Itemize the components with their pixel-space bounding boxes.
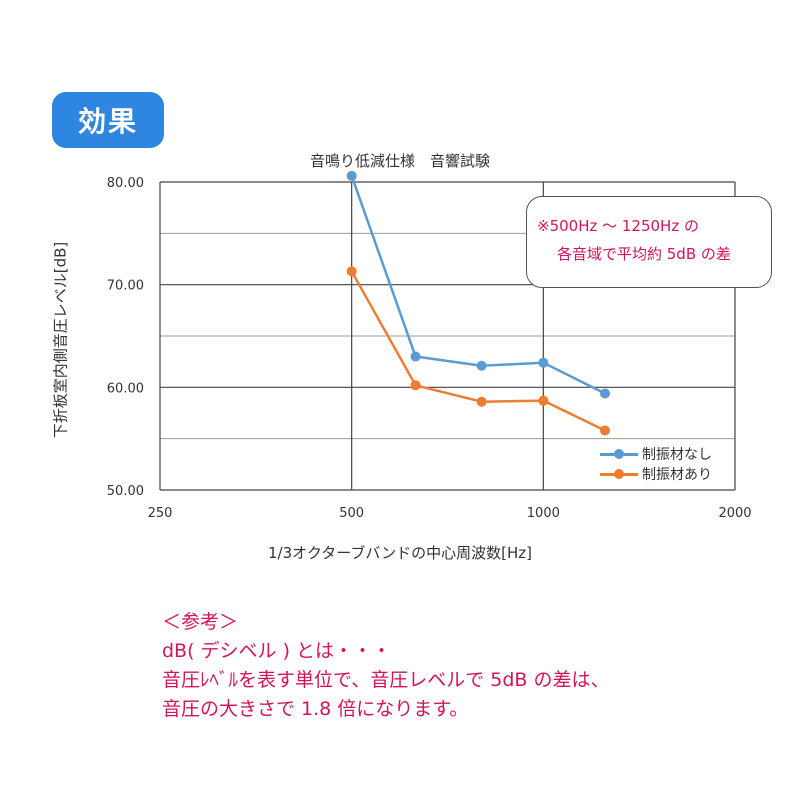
series-1-point xyxy=(476,396,487,407)
reference-note: ＜参考＞ dB( デシベル ) とは・・・ 音圧ﾚﾍﾞﾙを表す単位で、音圧レベル… xyxy=(162,608,610,724)
y-tick-label: 50.00 xyxy=(107,484,144,499)
x-tick-label: 500 xyxy=(339,506,364,521)
note-line-2: 音圧ﾚﾍﾞﾙを表す単位で、音圧レベルで 5dB の差は、 xyxy=(162,669,610,691)
effect-badge: 効果 xyxy=(52,92,164,148)
series-0-point xyxy=(538,357,549,368)
legend-swatch-no-damper xyxy=(600,444,638,464)
series-0-point xyxy=(410,351,421,362)
legend-label-no-damper: 制振材なし xyxy=(642,447,712,463)
series-1-point xyxy=(538,395,549,406)
legend-label-with-damper: 制振材あり xyxy=(642,467,712,483)
series-1-point xyxy=(346,266,357,277)
legend-item-no-damper: 制振材なし xyxy=(600,444,712,464)
series-line-1 xyxy=(350,270,606,432)
series-1-point xyxy=(410,380,421,391)
legend-item-with-damper: 制振材あり xyxy=(600,464,712,484)
legend: 制振材なし 制振材あり xyxy=(600,444,712,484)
series-0-point xyxy=(346,170,357,181)
note-heading: ＜参考＞ xyxy=(162,611,239,633)
y-tick-label: 80.00 xyxy=(107,176,144,191)
chart-title: 音鳴り低減仕様 音響試験 xyxy=(309,152,490,170)
series-0-point xyxy=(476,360,487,371)
note-line-3: 音圧の大きさで 1.8 倍になります。 xyxy=(162,698,469,720)
note-line-1: dB( デシベル ) とは・・・ xyxy=(162,640,392,662)
callout-line-2: 各音域で平均約 5dB の差 xyxy=(557,245,731,263)
legend-swatch-with-damper xyxy=(600,464,638,484)
callout-box: ※500Hz 〜 1250Hz の 各音域で平均約 5dB の差 xyxy=(526,196,772,288)
series-0-point xyxy=(600,388,611,399)
x-tick-label: 250 xyxy=(148,506,173,521)
x-tick-label: 2000 xyxy=(718,506,751,521)
series-1-point xyxy=(600,425,611,436)
x-tick-label: 1000 xyxy=(527,506,560,521)
y-axis-label: 下折板室内側音圧レベル[dB] xyxy=(51,241,70,439)
callout-line-1: ※500Hz 〜 1250Hz の xyxy=(537,217,699,235)
x-axis-label: 1/3オクターブバンドの中心周波数[Hz] xyxy=(268,544,532,562)
y-tick-label: 70.00 xyxy=(107,279,144,294)
y-tick-label: 60.00 xyxy=(107,381,144,396)
